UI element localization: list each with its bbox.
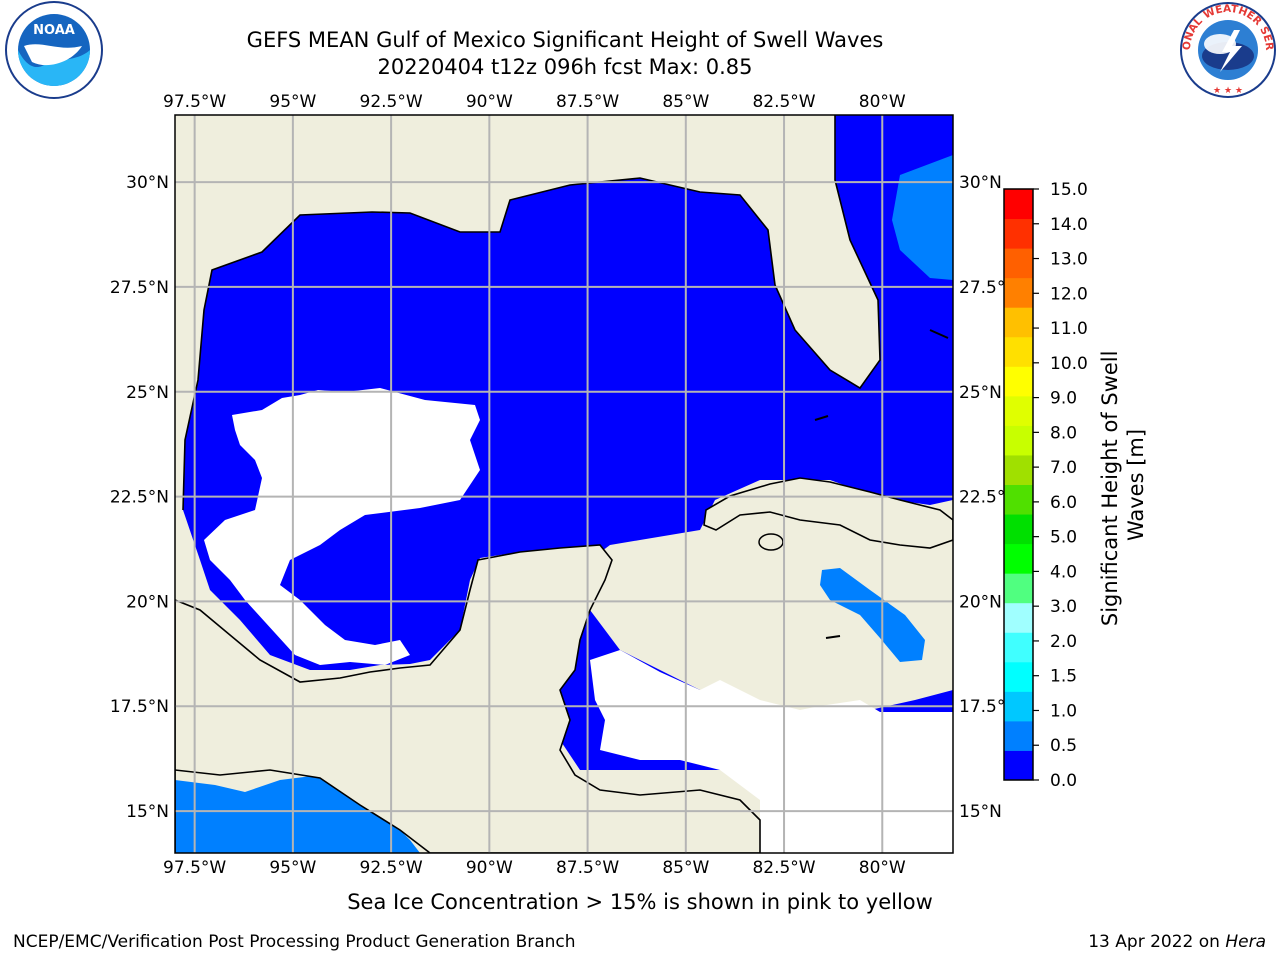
colorbar-segment — [1004, 395, 1033, 426]
map-panel — [175, 115, 953, 853]
colorbar-segment — [1004, 307, 1033, 338]
colorbar-tick-label: 3.0 — [1050, 597, 1077, 617]
colorbar-tick-label: 13.0 — [1050, 250, 1088, 270]
colorbar-segment — [1004, 573, 1033, 604]
colorbar-segment — [1004, 425, 1033, 456]
colorbar-tick-label: 0.0 — [1050, 771, 1077, 791]
colorbar-segment — [1004, 543, 1033, 574]
swell-zone-pacific — [175, 775, 420, 853]
lat-label-right: 30°N — [959, 173, 1002, 193]
credit-branch: NCEP/EMC/Verification Post Processing Pr… — [13, 932, 576, 952]
colorbar-tick-label: 12.0 — [1050, 284, 1088, 304]
colorbar-tick-label: 2.0 — [1050, 632, 1077, 652]
map-gridlines — [175, 115, 953, 853]
lat-label-left: 27.5°N — [110, 278, 169, 298]
colorbar-tick-label: 11.0 — [1050, 319, 1088, 339]
lon-label-top: 90°W — [466, 92, 513, 112]
colorbar-segment — [1004, 277, 1033, 308]
lon-label-top: 87.5°W — [556, 92, 619, 112]
svg-text:★ ★ ★: ★ ★ ★ — [1213, 86, 1243, 96]
lon-label-bottom: 80°W — [859, 858, 906, 878]
map-title: GEFS MEAN Gulf of Mexico Significant Hei… — [246, 28, 884, 52]
lat-label-left: 15°N — [126, 802, 169, 822]
lon-label-top: 80°W — [859, 92, 906, 112]
colorbar-frame — [1003, 188, 1034, 781]
credit-host: Hera — [1225, 932, 1266, 952]
noaa-logo: NOAA — [5, 1, 103, 99]
lon-label-top: 92.5°W — [360, 92, 423, 112]
map-frame — [174, 114, 954, 854]
lon-label-bottom: 82.5°W — [752, 858, 815, 878]
colorbar-tick-label: 8.0 — [1050, 423, 1077, 443]
colorbar-segment — [1004, 514, 1033, 545]
colorbar-label: Significant Height of Swell Waves [m] — [1098, 344, 1148, 626]
lon-label-top: 95°W — [269, 92, 316, 112]
colorbar-segment — [1004, 189, 1033, 220]
svg-text:NOAA: NOAA — [33, 23, 75, 38]
colorbar-segment — [1004, 750, 1033, 781]
swell-zone-atlantic — [892, 155, 953, 280]
colorbar-segment — [1004, 218, 1033, 249]
map-tick-labels: 97.5°W 97.5°W 95°W 95°W 92.5°W 92.5°W 90°W 90°W… — [110, 92, 1018, 878]
colorbar-tick-label: 5.0 — [1050, 528, 1077, 548]
lat-label-right: 20°N — [959, 592, 1002, 612]
colorbar-tick-label: 10.0 — [1050, 354, 1088, 374]
colorbar-segment — [1004, 661, 1033, 692]
small-island — [825, 635, 841, 639]
lon-label-bottom: 92.5°W — [360, 858, 423, 878]
lat-label-left: 30°N — [126, 173, 169, 193]
no-data-region-west — [204, 388, 480, 665]
isla-juventud — [758, 533, 784, 551]
lon-label-bottom: 90°W — [466, 858, 513, 878]
lon-label-top: 85°W — [662, 92, 709, 112]
colorbar-segment — [1004, 632, 1033, 663]
lat-label-left: 22.5°N — [110, 488, 169, 508]
lat-label-right: 15°N — [959, 802, 1002, 822]
colorbar-segment — [1004, 366, 1033, 397]
lat-label-left: 25°N — [126, 383, 169, 403]
colorbar-tick-label: 6.0 — [1050, 493, 1077, 513]
swell-zone-caribbean — [820, 568, 925, 662]
lat-label-left: 17.5°N — [110, 697, 169, 717]
colorbar-segment — [1004, 336, 1033, 367]
lon-label-bottom: 87.5°W — [556, 858, 619, 878]
lon-label-top: 97.5°W — [163, 92, 226, 112]
small-island — [929, 329, 949, 339]
cuba-island — [703, 477, 953, 549]
colorbar-tick-label: 0.5 — [1050, 736, 1077, 756]
colorbar-segment — [1004, 691, 1033, 722]
gulf-water-low-swell — [183, 115, 953, 770]
colorbar-tick-label: 14.0 — [1050, 215, 1088, 235]
colorbar-segment — [1004, 248, 1033, 279]
nws-logo: NATIONAL WEATHER SERVICE ★ ★ ★ — [1176, 0, 1276, 98]
lon-label-bottom: 85°W — [662, 858, 709, 878]
colorbar-segment — [1004, 720, 1033, 751]
lat-label-right: 25°N — [959, 383, 1002, 403]
colorbar-segment — [1004, 454, 1033, 485]
lon-label-top: 82.5°W — [752, 92, 815, 112]
colorbar-tick-label: 1.5 — [1050, 667, 1077, 687]
lon-label-bottom: 95°W — [269, 858, 316, 878]
colorbar-segment — [1004, 602, 1033, 633]
credit-date: 13 Apr 2022 on Hera — [1088, 932, 1266, 952]
lat-label-left: 20°N — [126, 592, 169, 612]
colorbar-tick-label: 9.0 — [1050, 389, 1077, 409]
colorbar-tick-label: 4.0 — [1050, 562, 1077, 582]
colorbar-tick-label: 7.0 — [1050, 458, 1077, 478]
colorbar-tick-label: 1.0 — [1050, 701, 1077, 721]
no-data-region-caribbean — [590, 650, 953, 853]
map-subtitle: 20220404 t12z 096h fcst Max: 0.85 — [377, 55, 753, 79]
sea-ice-note: Sea Ice Concentration > 15% is shown in … — [347, 890, 933, 914]
colorbar: 0.0 0.5 1.0 1.5 2.0 3.0 4.0 5.0 6.0 7.0 8.0 9.0 10.0… — [1003, 180, 1088, 791]
lon-label-bottom: 97.5°W — [163, 858, 226, 878]
colorbar-segment — [1004, 484, 1033, 515]
colorbar-tick-label: 15.0 — [1050, 180, 1088, 200]
small-island — [814, 415, 829, 421]
